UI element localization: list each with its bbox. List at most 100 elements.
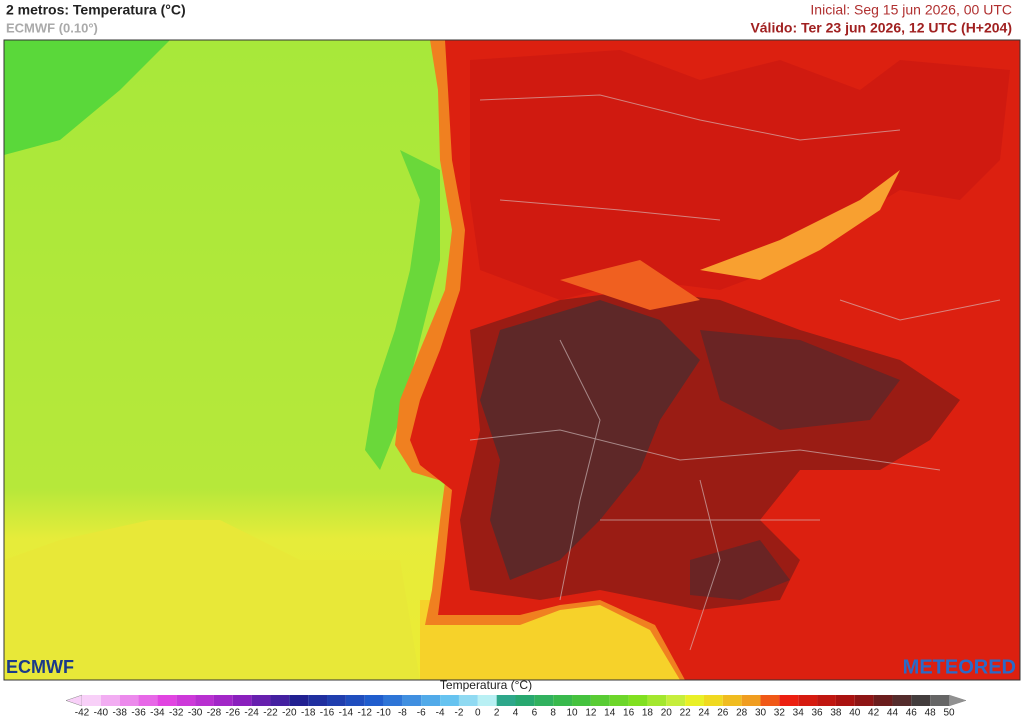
colorbar-tick-label: 2	[494, 708, 500, 719]
colorbar-tick-label: 22	[680, 708, 692, 719]
model-label: ECMWF (0.10°)	[6, 20, 98, 35]
initial-time: Inicial: Seg 15 jun 2026, 00 UTC	[810, 2, 1012, 18]
borders	[469, 94, 1001, 651]
highland-streak	[700, 170, 900, 280]
meteored-logo: METEORED	[903, 656, 1016, 678]
colorbar-end	[65, 694, 83, 707]
colorbar-swatch	[553, 695, 573, 706]
colorbar-swatch	[722, 695, 742, 706]
colorbar-swatch	[308, 695, 328, 706]
colorbar-tick-label: 50	[943, 708, 955, 719]
colorbar-swatch	[82, 695, 101, 706]
valid-time: Válido: Ter 23 jun 2026, 12 UTC (H+204)	[750, 20, 1012, 36]
colorbar-end	[948, 694, 967, 707]
colorbar-swatch	[609, 695, 629, 706]
colorbar-swatch	[157, 695, 177, 706]
map-frame	[3, 39, 1021, 681]
colorbar-tick-label: 26	[717, 708, 729, 719]
colorbar-swatch	[119, 695, 139, 706]
colorbar-tick-label: -42	[75, 708, 90, 719]
ecmwf-logo: ECMWF	[6, 657, 74, 677]
colorbar-swatch	[572, 695, 591, 706]
colorbar-tick-label: -2	[455, 708, 464, 719]
colorbar-tick-label: -40	[94, 708, 109, 719]
colorbar-swatch	[760, 695, 780, 706]
warm-sea	[4, 520, 420, 680]
map	[4, 40, 1020, 680]
cool-area	[4, 40, 170, 155]
colorbar-tick-label: -8	[398, 708, 407, 719]
colorbar-swatch	[440, 695, 459, 706]
colorbar-swatch	[515, 695, 535, 706]
colorbar-tick-label: 42	[868, 708, 880, 719]
colorbar-swatch	[289, 695, 309, 706]
colorbar-tick-label: 6	[532, 708, 538, 719]
colorbar-swatch	[100, 695, 120, 706]
colorbar-swatch	[647, 695, 667, 706]
colorbar-swatch	[327, 695, 346, 706]
colorbar-tick-label: 20	[661, 708, 673, 719]
colorbar-tick-label: 40	[849, 708, 861, 719]
colorbar-swatch	[779, 695, 799, 706]
colorbar-swatch	[213, 695, 233, 706]
colorbar-swatch	[873, 695, 893, 706]
colorbar-swatch	[458, 695, 478, 706]
colorbar-tick-label: -26	[226, 708, 241, 719]
colorbar-tick-label: 36	[812, 708, 824, 719]
colorbar-tick-label: 32	[774, 708, 786, 719]
colorbar-tick-label: -32	[169, 708, 184, 719]
colorbar-tick-label: -38	[112, 708, 127, 719]
colorbar-tick-label: -34	[150, 708, 165, 719]
land-north	[470, 50, 1010, 300]
colorbar-tick-label: 24	[698, 708, 710, 719]
colorbar-swatch	[402, 695, 422, 706]
colorbar-tick-label: 10	[566, 708, 578, 719]
colorbar-tick-label: 4	[513, 708, 519, 719]
colorbar-swatch	[666, 695, 686, 706]
colorbar-tick-label: -30	[188, 708, 203, 719]
colorbar-swatch	[892, 695, 912, 706]
colorbar-tick-label: -6	[417, 708, 426, 719]
colorbar-swatch	[364, 695, 384, 706]
colorbar-tick-label: -36	[131, 708, 146, 719]
cool-coast	[365, 150, 440, 470]
colorbar-swatch	[835, 695, 855, 706]
colorbar-swatch	[176, 695, 196, 706]
colorbar-tick-label: -24	[244, 708, 259, 719]
colorbar-swatch	[741, 695, 761, 706]
colorbar-swatch	[496, 695, 516, 706]
colorbar-tick-label: 48	[925, 708, 937, 719]
extreme-area	[480, 300, 700, 580]
colorbar-swatch	[930, 695, 949, 706]
colorbar-tick-label: -18	[301, 708, 316, 719]
colorbar-swatch	[534, 695, 554, 706]
colorbar-tick-label: -4	[436, 708, 445, 719]
colorbar-tick-label: 44	[887, 708, 899, 719]
colorbar-tick-label: -16	[320, 708, 335, 719]
colorbar-swatch	[628, 695, 648, 706]
colorbar-tick-label: -20	[282, 708, 297, 719]
colorbar-swatch	[911, 695, 931, 706]
colorbar-tick-label: -22	[263, 708, 278, 719]
colorbar-tick-label: 0	[475, 708, 481, 719]
colorbar-tick-label: 18	[642, 708, 654, 719]
colorbar-swatch	[854, 695, 874, 706]
colorbar-swatch	[138, 695, 158, 706]
colorbar-swatch	[251, 695, 271, 706]
colorbar-swatch	[590, 695, 610, 706]
colorbar-tick-label: 14	[604, 708, 616, 719]
colorbar-swatch	[232, 695, 252, 706]
colorbar-tick-label: 16	[623, 708, 635, 719]
colorbar-tick-label: -28	[207, 708, 222, 719]
colorbar-swatch	[421, 695, 441, 706]
colorbar-swatch	[703, 695, 723, 706]
colorbar-swatch	[817, 695, 836, 706]
map-title: 2 metros: Temperatura (°C)	[6, 2, 186, 18]
colorbar-swatch	[383, 695, 403, 706]
colorbar-tick-label: 28	[736, 708, 748, 719]
colorbar-tick-label: -10	[376, 708, 391, 719]
colorbar-tick-label: -14	[339, 708, 354, 719]
colorbar-swatch	[195, 695, 214, 706]
